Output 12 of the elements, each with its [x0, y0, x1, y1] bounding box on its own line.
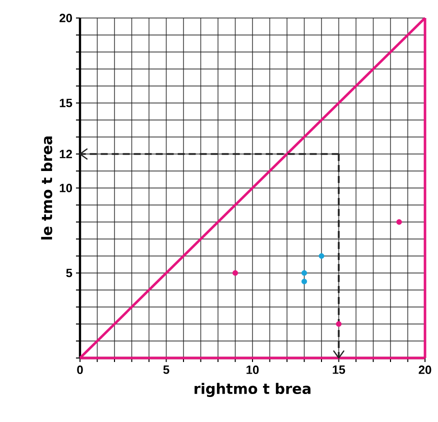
y-tick-label: 10 [60, 184, 72, 192]
x-tick-label: 10 [246, 366, 259, 374]
x-tick-label: 15 [332, 366, 346, 374]
x-tick-label: 5 [163, 366, 170, 374]
y-tick-label: 5 [66, 268, 72, 278]
y-axis-title: le tmo t brea [41, 136, 52, 240]
x-tick-label: 20 [418, 366, 432, 374]
y-tick-label: 15 [60, 98, 72, 108]
x-tick-label: 0 [77, 366, 83, 374]
y-tick-label: 12 [60, 150, 72, 158]
x-axis-title: rightmo t brea [194, 382, 310, 397]
y-tick-label: 20 [60, 14, 72, 22]
